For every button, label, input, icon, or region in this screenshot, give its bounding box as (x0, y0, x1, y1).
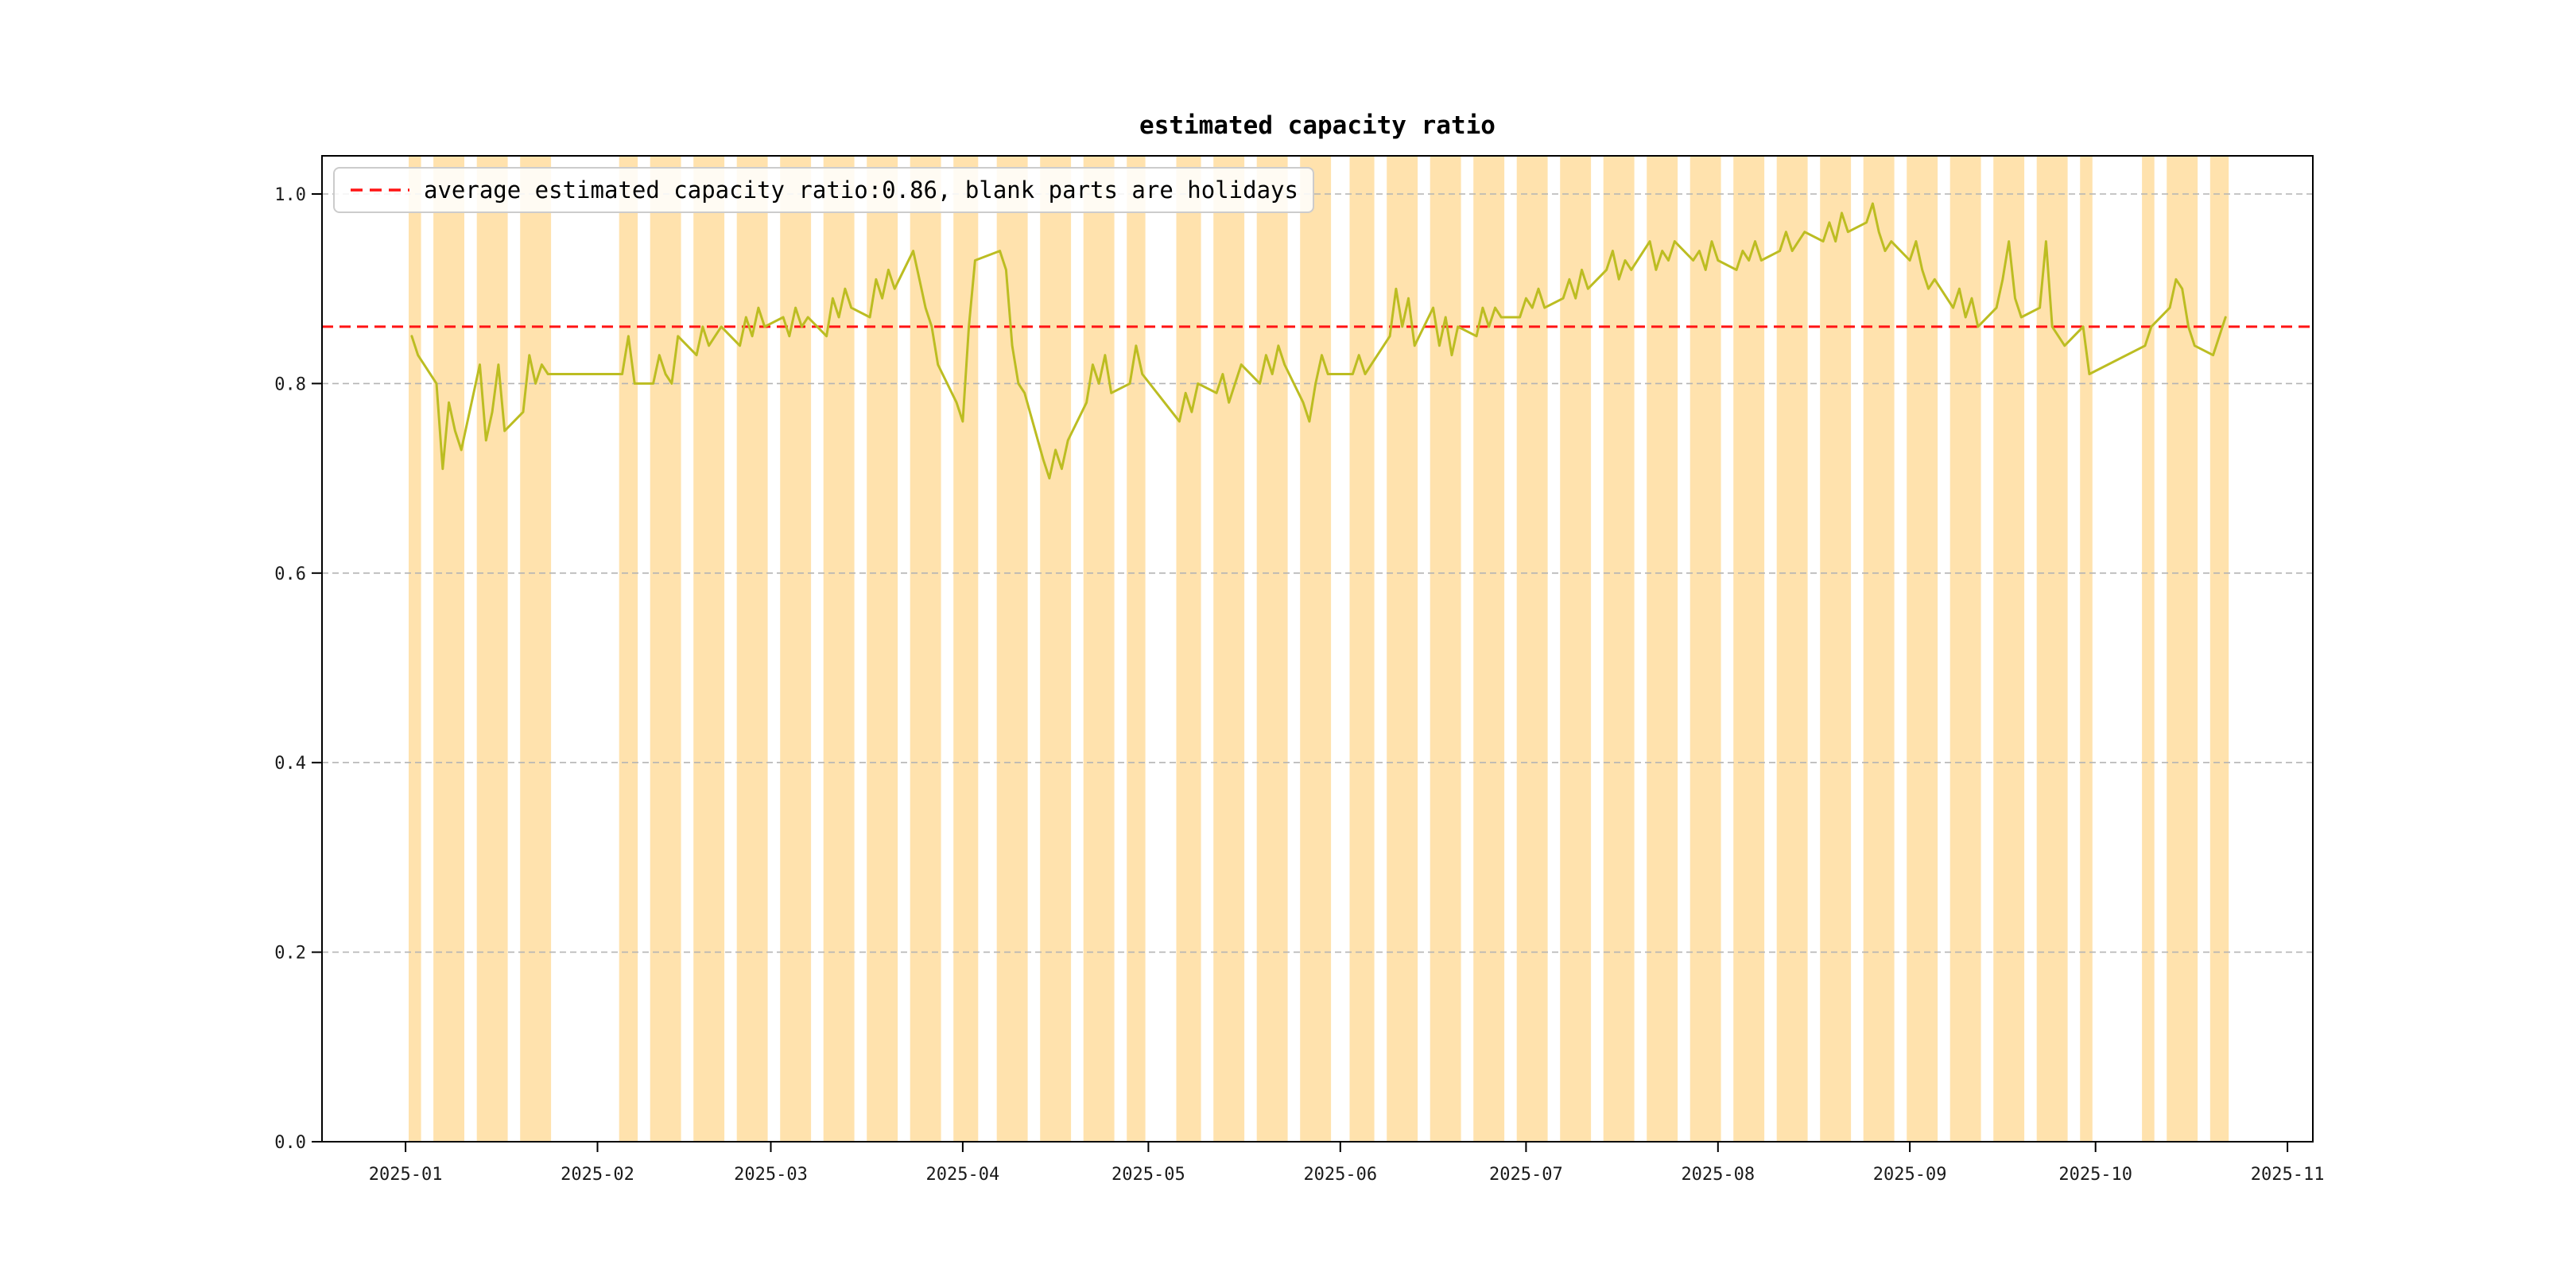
workday-band (1776, 156, 1808, 1142)
workday-band (693, 156, 725, 1142)
workday-band (1387, 156, 1418, 1142)
workday-band (1256, 156, 1288, 1142)
legend-label: average estimated capacity ratio:0.86, b… (424, 177, 1298, 204)
workday-band (619, 156, 638, 1142)
workday-band (1176, 156, 1201, 1142)
workday-band (1603, 156, 1635, 1142)
x-tick-label: 2025-05 (1111, 1165, 1185, 1185)
workday-band (433, 156, 464, 1142)
workday-band (1473, 156, 1505, 1142)
x-tick-label: 2025-01 (369, 1165, 443, 1185)
workday-band (2167, 156, 2198, 1142)
workday-band (409, 156, 421, 1142)
workday-band (476, 156, 508, 1142)
workday-band (1213, 156, 1245, 1142)
workday-band (867, 156, 898, 1142)
x-tick-label: 2025-09 (1873, 1165, 1947, 1185)
y-tick-label: 0.2 (274, 944, 306, 964)
x-tick-label: 2025-02 (561, 1165, 634, 1185)
workday-band (1560, 156, 1592, 1142)
y-tick-label: 1.0 (274, 185, 306, 205)
workday-band (1516, 156, 1548, 1142)
workday-band (1733, 156, 1765, 1142)
workday-band (2209, 156, 2229, 1142)
x-tick-label: 2025-04 (926, 1165, 1000, 1185)
x-tick-label: 2025-03 (734, 1165, 808, 1185)
y-tick-label: 0.4 (274, 754, 306, 774)
workday-band (1300, 156, 1332, 1142)
workday-band (1430, 156, 1461, 1142)
legend: average estimated capacity ratio:0.86, b… (333, 167, 1314, 213)
workday-band (1040, 156, 1072, 1142)
workday-band (1083, 156, 1115, 1142)
x-tick-label: 2025-07 (1489, 1165, 1563, 1185)
workday-band (2080, 156, 2093, 1142)
workday-band (1820, 156, 1852, 1142)
workday-band (910, 156, 941, 1142)
workday-band (1349, 156, 1375, 1142)
workday-band (736, 156, 768, 1142)
chart-title: estimated capacity ratio (1139, 111, 1496, 140)
y-tick-label: 0.8 (274, 374, 306, 394)
x-tick-label: 2025-06 (1303, 1165, 1377, 1185)
workday-band (1690, 156, 1721, 1142)
workday-band (1127, 156, 1146, 1142)
y-tick-label: 0.0 (274, 1133, 306, 1153)
x-tick-label: 2025-11 (2251, 1165, 2325, 1185)
workday-band (780, 156, 812, 1142)
workday-band (2142, 156, 2155, 1142)
x-tick-label: 2025-10 (2058, 1165, 2132, 1185)
axes (312, 155, 2314, 1152)
workday-band (650, 156, 681, 1142)
plot-border (321, 155, 2314, 1143)
average-dashed-line-icon (351, 188, 409, 192)
workday-band (1647, 156, 1678, 1142)
workday-band (1907, 156, 1938, 1142)
capacity-series-line (410, 202, 2227, 480)
capacity-ratio-line (410, 202, 2227, 480)
workday-band (520, 156, 552, 1142)
workday-band (953, 156, 979, 1142)
workday-band (1863, 156, 1895, 1142)
y-tick-label: 0.6 (274, 564, 306, 584)
x-tick-label: 2025-08 (1681, 1165, 1755, 1185)
workday-band (996, 156, 1028, 1142)
workday-band (1993, 156, 2025, 1142)
tick-labels: 2025-01 2025-02 2025-03 2025-04 2025-05 2025-… (274, 185, 2324, 1185)
